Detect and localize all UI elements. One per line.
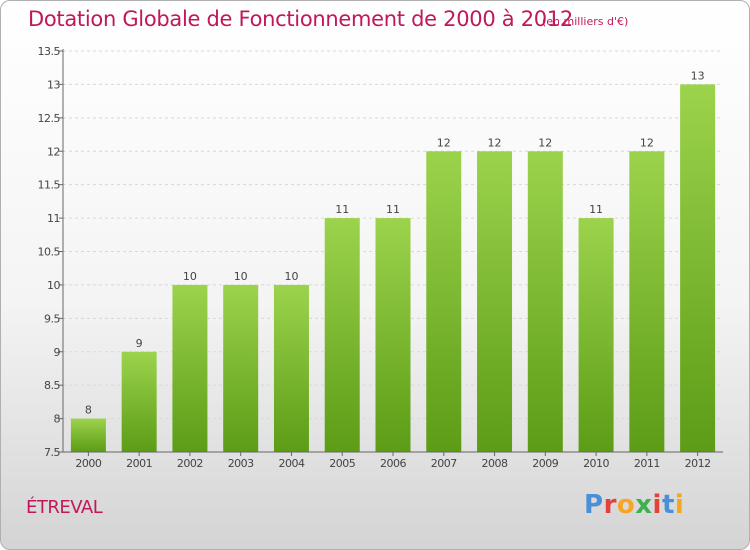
logo-letter: P [584,490,604,520]
x-tick-label: 2010 [583,457,609,470]
logo-letter: t [661,490,675,520]
logo-letter: x [635,490,653,520]
bar [70,418,106,452]
x-tick-label: 2000 [75,457,101,470]
x-tick-label: 2002 [177,457,203,470]
x-tick-label: 2008 [482,457,508,470]
y-tick-label: 12.5 [38,112,61,125]
bar-value-label: 12 [538,136,552,149]
bar-value-label: 12 [488,136,502,149]
town-name: ÉTREVAL [26,497,103,518]
y-tick-label: 12 [47,145,60,158]
x-tick-label: 2009 [532,457,558,470]
bar [273,284,309,452]
logo-letter: i [674,490,685,520]
bar-value-label: 10 [234,270,248,283]
y-tick-label: 7.5 [44,446,60,459]
chart-subtitle: (en milliers d'€) [542,15,629,28]
bar-value-label: 12 [640,136,654,149]
x-tick-label: 2007 [431,457,457,470]
y-tick-label: 11.5 [38,179,61,192]
bar-value-label: 11 [386,203,400,216]
x-tick-label: 2003 [228,457,254,470]
bar [477,151,513,452]
bar-value-label: 11 [335,203,349,216]
bar-value-label: 8 [85,404,92,417]
bar [223,284,259,452]
x-tick-label: 2011 [634,457,660,470]
x-tick-label: 2012 [685,457,711,470]
bar-value-label: 10 [284,270,298,283]
y-tick-label: 9 [54,346,61,359]
bar [324,218,360,452]
bar [629,151,665,452]
bar [578,218,614,452]
logo-letter: i [652,490,662,520]
y-tick-label: 8 [54,413,61,426]
logo-letter: r [603,490,617,520]
x-tick-label: 2004 [278,457,304,470]
bar [527,151,563,452]
y-tick-label: 13 [47,78,60,91]
y-tick-label: 9.5 [44,312,60,325]
y-tick-label: 11 [47,212,60,225]
bar [680,84,716,453]
x-tick-label: 2005 [329,457,355,470]
bar-value-label: 13 [691,69,705,82]
bar [172,284,208,452]
x-tick-label: 2001 [126,457,152,470]
bar-value-label: 12 [437,136,451,149]
bar-value-label: 10 [183,270,197,283]
bar-value-label: 9 [136,337,143,350]
y-tick-label: 10.5 [38,246,61,259]
y-tick-label: 10 [47,279,60,292]
bar [426,151,462,452]
x-tick-label: 2006 [380,457,406,470]
y-tick-label: 8.5 [44,379,60,392]
bar [121,351,157,452]
y-tick-label: 13.5 [38,45,61,58]
logo-letter: o [616,490,636,520]
bar-value-label: 11 [589,203,603,216]
chart-title: Dotation Globale de Fonctionnement de 20… [28,7,573,31]
proxiti-logo: Proxiti [584,490,684,520]
bar [375,218,411,452]
